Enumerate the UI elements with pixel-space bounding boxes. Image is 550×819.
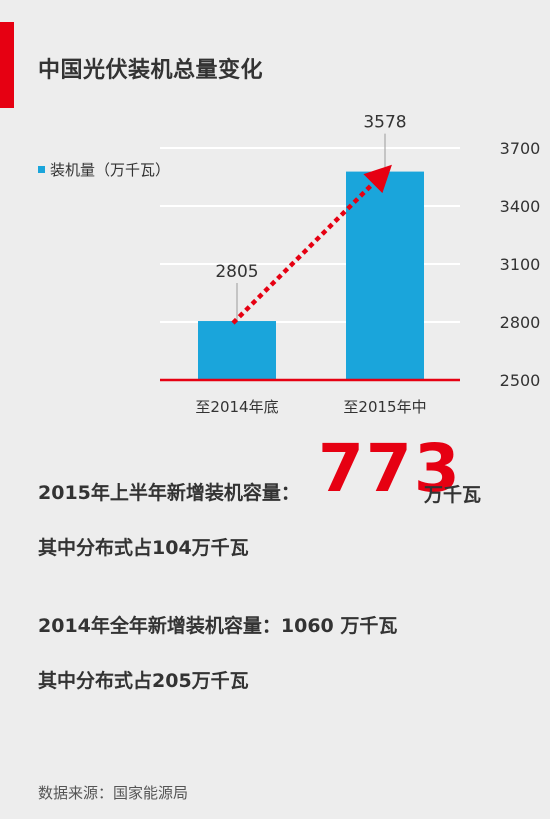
fy2014-distributed-text: 其中分布式占205万千瓦 xyxy=(38,670,249,692)
h1-new-capacity-value: 773 xyxy=(318,430,462,507)
h1-new-capacity-unit: 万千瓦 xyxy=(424,484,482,506)
legend-label: 装机量（万千瓦） xyxy=(50,161,170,179)
data-label: 2805 xyxy=(215,262,258,282)
legend-swatch xyxy=(38,166,45,173)
y-tick-label: 2800 xyxy=(500,313,541,332)
y-tick-label: 3100 xyxy=(500,255,541,274)
x-category-label: 至2014年底 xyxy=(195,398,278,416)
h1-distributed-text: 其中分布式占104万千瓦 xyxy=(38,537,249,559)
fy2014-new-capacity-text: 2014年全年新增装机容量：1060 万千瓦 xyxy=(38,615,398,637)
y-tick-label: 3400 xyxy=(500,197,541,216)
bar xyxy=(198,321,276,380)
bar-chart: 2500 2800 3100 3400 3700 装机量（万千瓦） 2805 至2014年底 3… xyxy=(38,113,541,416)
h1-new-capacity-label: 2015年上半年新增装机容量： xyxy=(38,482,300,504)
data-source: 数据来源：国家能源局 xyxy=(38,784,189,802)
x-category-label: 至2015年中 xyxy=(343,398,426,416)
accent-bar xyxy=(0,22,14,108)
data-label: 3578 xyxy=(363,113,406,133)
chart-title: 中国光伏装机总量变化 xyxy=(38,58,264,83)
bar xyxy=(346,171,424,380)
y-tick-label: 2500 xyxy=(500,371,541,390)
y-tick-label: 3700 xyxy=(500,139,541,158)
